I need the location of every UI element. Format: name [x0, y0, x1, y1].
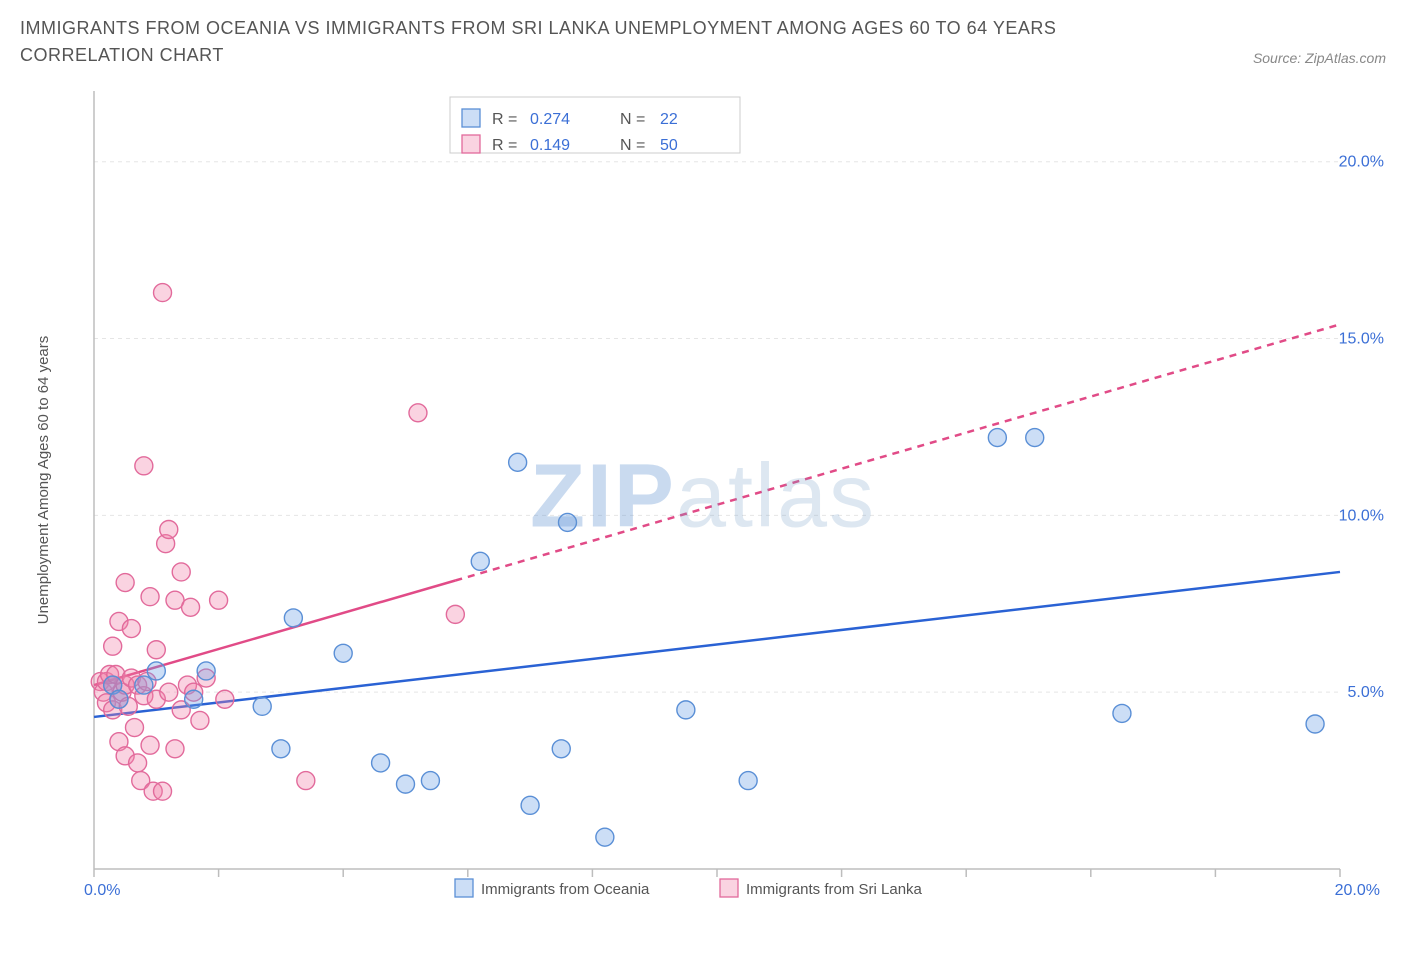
oceania-point	[552, 740, 570, 758]
source-attribution: Source: ZipAtlas.com	[1253, 50, 1386, 66]
srilanka-point	[216, 690, 234, 708]
srilanka-point	[160, 683, 178, 701]
oceania-point	[135, 676, 153, 694]
y-tick-label: 10.0%	[1339, 507, 1384, 524]
srilanka-point	[297, 772, 315, 790]
oceania-point	[253, 697, 271, 715]
srilanka-point	[104, 637, 122, 655]
oceania-trend-solid	[94, 572, 1340, 717]
legend-r-value: 0.274	[530, 111, 570, 128]
correlation-scatter-chart: 5.0% 10.0% 15.0% 20.0% 0.0% 20.0% Unemployment…	[20, 79, 1386, 949]
srilanka-point	[135, 457, 153, 475]
srilanka-point	[166, 740, 184, 758]
oceania-point	[1306, 715, 1324, 733]
oceania-point	[110, 690, 128, 708]
legend-r-value: 0.149	[530, 137, 570, 154]
y-tick-label: 5.0%	[1348, 684, 1384, 701]
oceania-point	[558, 513, 576, 531]
srilanka-point	[154, 284, 172, 302]
oceania-point	[397, 775, 415, 793]
srilanka-point	[154, 782, 172, 800]
oceania-point	[677, 701, 695, 719]
oceania-point	[988, 429, 1006, 447]
legend-swatch	[462, 135, 480, 153]
srilanka-point	[116, 574, 134, 592]
oceania-point	[272, 740, 290, 758]
legend-n-label: N =	[620, 111, 645, 128]
oceania-point	[471, 552, 489, 570]
oceania-point	[596, 828, 614, 846]
srilanka-point	[129, 754, 147, 772]
srilanka-point	[182, 598, 200, 616]
oceania-point	[334, 644, 352, 662]
bottom-legend-label: Immigrants from Sri Lanka	[746, 881, 923, 898]
srilanka-point	[160, 521, 178, 539]
oceania-point	[372, 754, 390, 772]
srilanka-point	[125, 719, 143, 737]
oceania-point	[1113, 704, 1131, 722]
srilanka-point	[409, 404, 427, 422]
bottom-legend-swatch	[720, 879, 738, 897]
legend-r-label: R =	[492, 137, 517, 154]
oceania-point	[284, 609, 302, 627]
x-min-label: 0.0%	[84, 882, 120, 899]
y-tick-label: 15.0%	[1339, 331, 1384, 348]
legend-n-value: 22	[660, 111, 678, 128]
srilanka-point	[141, 588, 159, 606]
x-max-label: 20.0%	[1335, 882, 1380, 899]
oceania-point	[147, 662, 165, 680]
y-axis-title: Unemployment Among Ages 60 to 64 years	[35, 336, 52, 625]
oceania-point	[1026, 429, 1044, 447]
srilanka-point	[191, 711, 209, 729]
srilanka-point	[141, 736, 159, 754]
oceania-point	[521, 796, 539, 814]
chart-container: 5.0% 10.0% 15.0% 20.0% 0.0% 20.0% Unemployment…	[20, 79, 1386, 949]
legend-swatch	[462, 109, 480, 127]
y-tick-label: 20.0%	[1339, 154, 1384, 171]
srilanka-point	[147, 641, 165, 659]
oceania-point	[197, 662, 215, 680]
srilanka-point	[446, 605, 464, 623]
oceania-point	[739, 772, 757, 790]
srilanka-point	[210, 591, 228, 609]
srilanka-point	[122, 620, 140, 638]
legend-r-label: R =	[492, 111, 517, 128]
chart-title: IMMIGRANTS FROM OCEANIA VS IMMIGRANTS FR…	[20, 15, 1170, 69]
oceania-point	[421, 772, 439, 790]
srilanka-trend-dashed	[455, 324, 1340, 580]
bottom-legend-swatch	[455, 879, 473, 897]
oceania-point	[185, 690, 203, 708]
oceania-point	[509, 453, 527, 471]
legend-n-value: 50	[660, 137, 678, 154]
legend-n-label: N =	[620, 137, 645, 154]
bottom-legend-label: Immigrants from Oceania	[481, 881, 650, 898]
srilanka-point	[172, 563, 190, 581]
